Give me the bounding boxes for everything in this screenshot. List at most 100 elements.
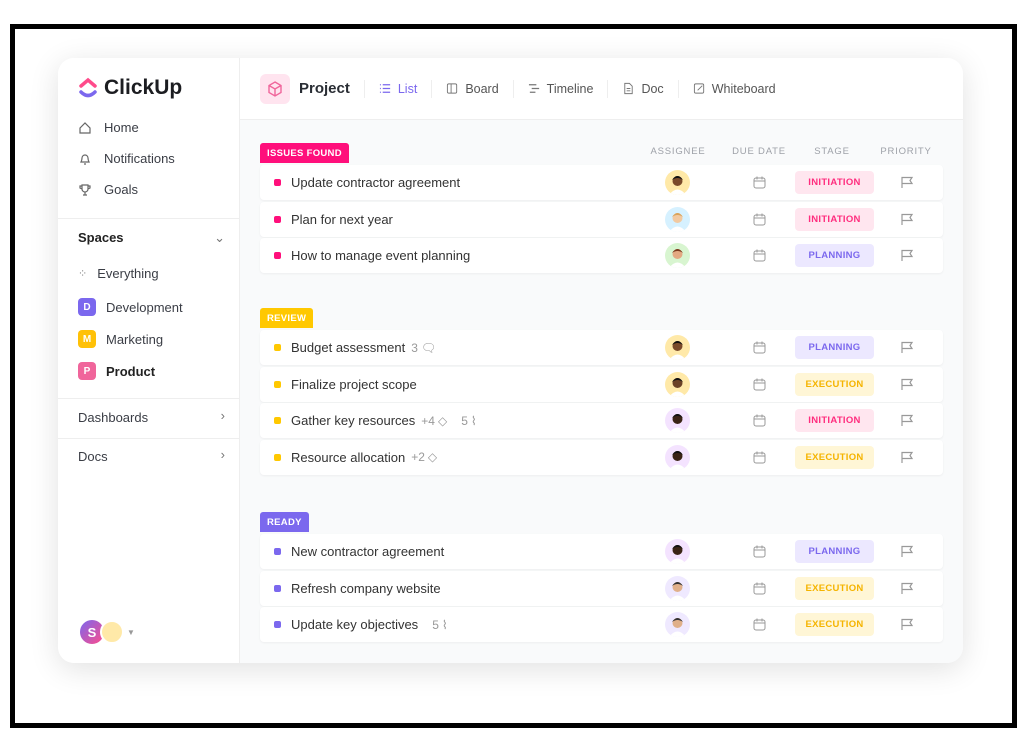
sidebar-item-notifications[interactable]: Notifications [78, 151, 175, 166]
avatar[interactable] [665, 206, 690, 232]
attachment-count[interactable]: 5 ⌇ [432, 617, 448, 632]
sidebar-item-goals[interactable]: Goals [78, 182, 138, 197]
avatar[interactable] [665, 612, 690, 637]
task-name[interactable]: Resource allocation [291, 449, 406, 465]
tab-board[interactable]: Board [431, 79, 512, 98]
table-row[interactable]: Refresh company website EXECUTION [260, 570, 943, 606]
chevron-down-icon[interactable]: ⌄ [214, 230, 225, 245]
task-name[interactable]: Budget assessment [291, 340, 406, 355]
stage-badge[interactable]: EXECUTION [795, 445, 874, 469]
sidebar-item-dashboards[interactable]: Dashboards [78, 410, 149, 425]
tab-whiteboard[interactable]: Whiteboard [677, 79, 790, 98]
tag-count[interactable]: +2 ◇ [411, 450, 438, 464]
sidebar-item-everything[interactable]: ⁘ Everything [78, 266, 159, 281]
status-dot [274, 179, 281, 186]
sidebar-item-home[interactable]: Home [78, 120, 139, 135]
calendar-icon[interactable] [753, 378, 766, 391]
calendar-icon[interactable] [753, 618, 766, 631]
group-label[interactable]: ISSUES FOUND [260, 143, 349, 163]
table-row[interactable]: Gather key resources +4 ◇ 5 ⌇ INITIATION [260, 403, 943, 438]
table-row[interactable]: Plan for next year INITIATION [260, 201, 943, 237]
spaces-header[interactable]: Spaces [78, 230, 124, 245]
flag-icon[interactable] [900, 582, 914, 595]
table-row[interactable]: Resource allocation +2 ◇ EXECUTION [260, 439, 943, 475]
flag-icon[interactable] [900, 618, 914, 631]
app-window: ClickUp Home Notifications Goals Spaces ⌄ … [58, 58, 963, 663]
column-header[interactable]: STAGE [814, 146, 850, 157]
avatar[interactable] [665, 170, 690, 195]
table-row[interactable]: Budget assessment 3 🗨 PLANNING [260, 330, 943, 365]
flag-icon[interactable] [900, 414, 914, 427]
flag-icon[interactable] [900, 378, 914, 391]
column-header[interactable]: PRIORITY [880, 146, 932, 157]
task-name[interactable]: Finalize project scope [291, 376, 417, 392]
avatar[interactable] [665, 539, 690, 564]
attachment-count[interactable]: 5 ⌇ [461, 413, 477, 428]
group-label[interactable]: READY [260, 512, 309, 532]
column-header[interactable]: DUE DATE [732, 146, 786, 157]
avatar[interactable] [665, 371, 690, 397]
flag-icon[interactable] [900, 213, 914, 226]
table-row[interactable]: New contractor agreement PLANNING [260, 534, 943, 569]
column-header[interactable]: ASSIGNEE [650, 146, 706, 157]
group-label[interactable]: REVIEW [260, 308, 314, 328]
stage-badge[interactable]: INITIATION [795, 171, 874, 194]
table-row[interactable]: Update contractor agreement INITIATION [260, 165, 943, 200]
task-name[interactable]: Refresh company website [291, 580, 441, 596]
tab-doc[interactable]: Doc [607, 79, 677, 98]
cube-icon [260, 73, 290, 104]
task-name[interactable]: Update contractor agreement [291, 175, 461, 190]
tab-timeline[interactable]: Timeline [512, 79, 608, 98]
flag-icon[interactable] [900, 176, 914, 189]
flag-icon[interactable] [900, 341, 914, 354]
calendar-icon[interactable] [753, 176, 766, 189]
avatar[interactable] [665, 408, 690, 433]
sidebar-item-docs[interactable]: Docs [78, 449, 108, 464]
chevron-right-icon[interactable]: › [220, 447, 225, 462]
stage-badge[interactable]: PLANNING [795, 244, 874, 267]
avatar[interactable] [665, 575, 690, 601]
task-name[interactable]: Update key objectives [291, 617, 419, 632]
calendar-icon[interactable] [753, 582, 766, 595]
doc-icon [624, 82, 634, 95]
calendar-icon[interactable] [753, 451, 766, 464]
task-name[interactable]: New contractor agreement [291, 544, 445, 559]
flag-icon[interactable] [900, 249, 914, 262]
flag-icon[interactable] [900, 545, 914, 558]
tab-list[interactable]: List [363, 79, 431, 98]
calendar-icon[interactable] [753, 249, 766, 262]
grid-icon: ⁘ [78, 268, 88, 280]
stage-badge[interactable]: EXECUTION [795, 613, 874, 636]
sidebar-space-marketing[interactable]: M Marketing [78, 330, 163, 348]
status-dot [274, 584, 281, 592]
tag-count[interactable]: +4 ◇ [421, 413, 448, 428]
calendar-icon[interactable] [753, 213, 766, 226]
table-row[interactable]: Finalize project scope EXECUTION [260, 366, 943, 402]
comment-count[interactable]: 3 🗨 [411, 340, 437, 355]
stage-badge[interactable]: PLANNING [795, 336, 874, 359]
main-content: Project List Board Timeline Doc Whiteboard A… [240, 58, 963, 663]
avatar[interactable] [665, 335, 690, 360]
status-dot [274, 548, 281, 555]
task-name[interactable]: How to manage event planning [291, 248, 471, 263]
calendar-icon[interactable] [753, 341, 766, 354]
stage-badge[interactable]: EXECUTION [795, 372, 874, 396]
task-name[interactable]: Gather key resources [291, 413, 416, 428]
stage-badge[interactable]: INITIATION [795, 409, 874, 432]
flag-icon[interactable] [900, 451, 914, 464]
table-row[interactable]: Update key objectives 5 ⌇ EXECUTION [260, 607, 943, 642]
stage-badge[interactable]: PLANNING [795, 540, 874, 563]
table-row[interactable]: How to manage event planning PLANNING [260, 238, 943, 273]
calendar-icon[interactable] [753, 414, 766, 427]
avatar [100, 620, 124, 644]
sidebar-space-product[interactable]: P Product [78, 362, 155, 380]
stage-badge[interactable]: EXECUTION [795, 576, 874, 600]
chevron-right-icon[interactable]: › [220, 408, 225, 423]
avatar[interactable] [665, 243, 690, 268]
task-name[interactable]: Plan for next year [291, 211, 393, 227]
calendar-icon[interactable] [753, 545, 766, 558]
user-menu[interactable]: S ▼ [78, 618, 135, 646]
stage-badge[interactable]: INITIATION [795, 207, 874, 231]
avatar[interactable] [665, 444, 690, 470]
sidebar-space-development[interactable]: D Development [78, 298, 183, 316]
